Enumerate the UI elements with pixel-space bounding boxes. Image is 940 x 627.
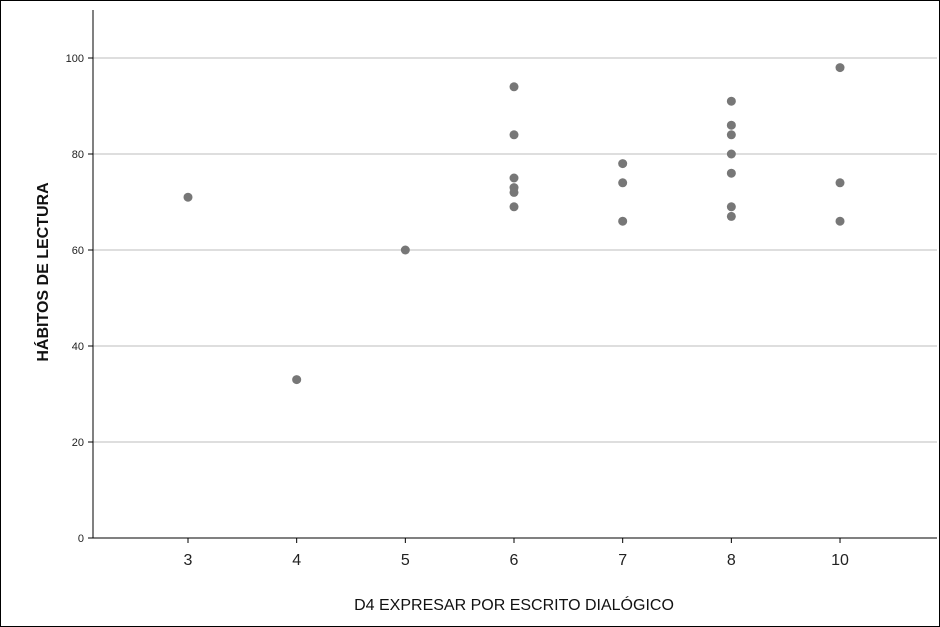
x-tick-label-7: 7: [618, 552, 627, 569]
x-axis-label: D4 EXPRESAR POR ESCRITO DIALÓGICO: [354, 595, 674, 614]
x-tick-labels: 3 4 5 6 7 8 10: [184, 552, 849, 569]
y-tick-label-0: 0: [78, 533, 84, 545]
data-point: [726, 168, 736, 178]
y-tick-label-100: 100: [66, 53, 84, 65]
y-tick-label-20: 20: [72, 437, 84, 449]
x-tick-label-5: 5: [401, 552, 410, 569]
data-point: [509, 202, 519, 212]
y-tick-label-40: 40: [72, 341, 84, 353]
data-point: [726, 202, 736, 212]
y-tick-labels: 0 20 40 60 80 100: [66, 53, 84, 545]
x-tick-label-8: 8: [727, 552, 736, 569]
data-point: [726, 211, 736, 221]
data-point: [509, 173, 519, 183]
data-point: [835, 178, 845, 188]
y-tick-label-80: 80: [72, 149, 84, 161]
x-tick-label-6: 6: [510, 552, 519, 569]
y-tick-label-60: 60: [72, 245, 84, 257]
data-points: [183, 63, 845, 385]
x-tick-label-3: 3: [184, 552, 193, 569]
gridlines: [93, 57, 937, 443]
data-point: [726, 130, 736, 140]
data-point: [509, 82, 519, 92]
data-point: [835, 63, 845, 73]
data-point: [726, 149, 736, 159]
x-tick-label-4: 4: [292, 552, 301, 569]
data-point: [509, 187, 519, 197]
y-axis-label: HÁBITOS DE LECTURA: [33, 182, 52, 362]
x-tick-label-10: 10: [831, 552, 849, 569]
data-point: [835, 216, 845, 226]
axes: [88, 10, 937, 543]
data-point: [509, 130, 519, 140]
data-point: [400, 245, 410, 255]
data-point: [618, 178, 628, 188]
data-point: [726, 96, 736, 106]
data-point: [618, 159, 628, 169]
data-point: [292, 375, 302, 385]
data-point: [618, 216, 628, 226]
data-point: [183, 192, 193, 202]
data-point: [726, 120, 736, 130]
